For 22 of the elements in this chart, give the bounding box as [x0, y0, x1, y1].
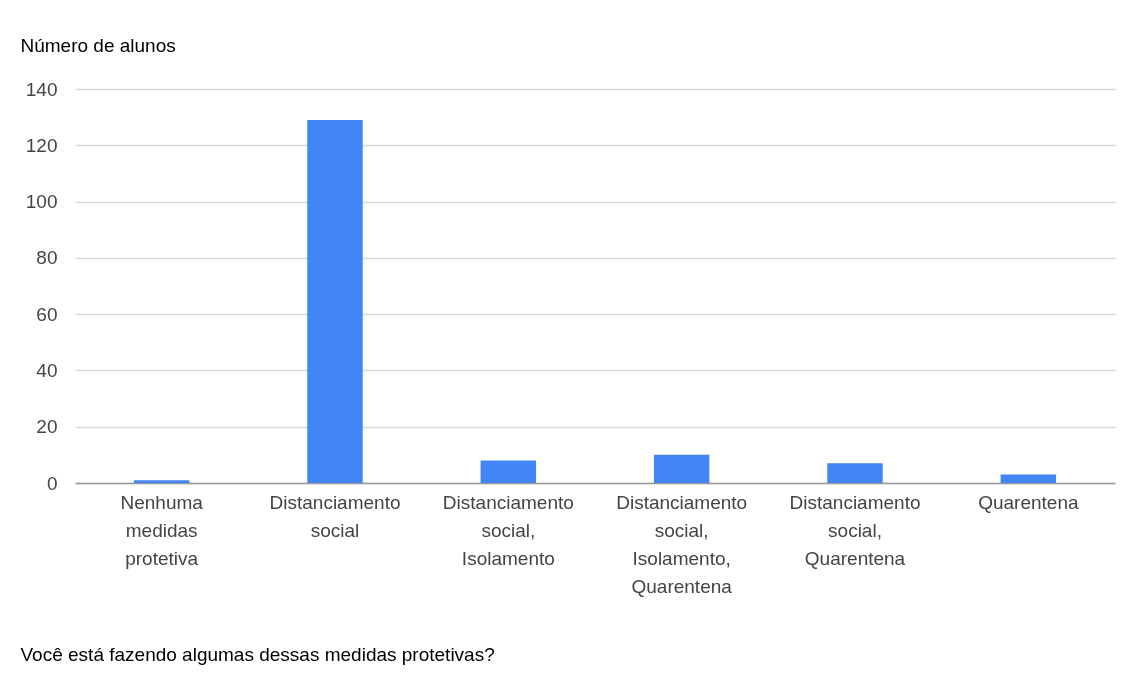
- bar: [827, 463, 883, 483]
- x-axis-title: Você está fazendo algumas dessas medidas protetivas?: [20, 643, 495, 665]
- y-tick-label: 80: [36, 247, 58, 269]
- y-axis-title: Número de alunos: [20, 34, 176, 56]
- y-tick-label: 100: [25, 191, 58, 213]
- x-tick-label: Distanciamento social, Isolamento, Quarentena: [616, 491, 748, 597]
- bar: [307, 119, 363, 483]
- bar: [1000, 474, 1057, 483]
- x-tick-label: Nenhuma medidas protetiva: [120, 491, 204, 569]
- bar: [133, 480, 190, 483]
- x-tick-label: Quarentena: [978, 491, 1079, 513]
- x-tick-label: Distanciamento social, Isolamento: [442, 491, 574, 569]
- x-tick-label: Distanciamento social: [269, 491, 401, 541]
- y-tick-label: 0: [46, 472, 58, 494]
- y-tick-label: 40: [36, 359, 58, 381]
- y-tick-label: 120: [25, 134, 58, 156]
- y-tick-label: 20: [36, 416, 58, 438]
- y-tick-label: 140: [25, 78, 58, 100]
- x-tick-label: Distanciamento social, Quarentena: [789, 491, 921, 569]
- y-tick-label: 60: [36, 303, 58, 325]
- bar: [480, 460, 537, 483]
- bar: [653, 454, 710, 483]
